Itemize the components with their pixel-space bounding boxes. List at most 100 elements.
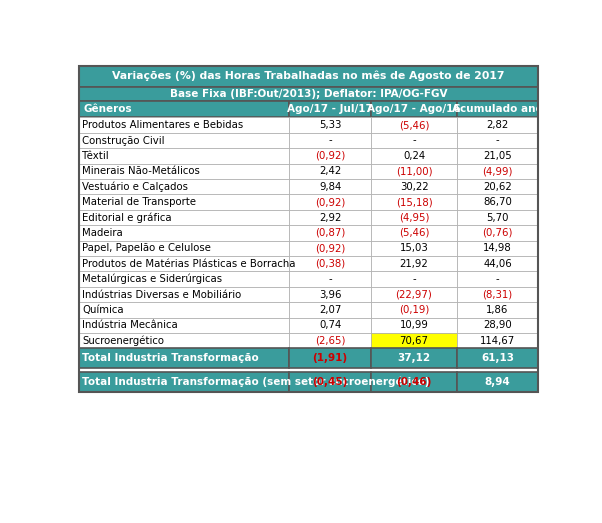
Bar: [371, 317, 457, 333]
Bar: [79, 101, 289, 118]
Text: Total Industria Transformação (sem setor sucroenergético): Total Industria Transformação (sem setor…: [82, 376, 430, 387]
Text: 1,86: 1,86: [486, 305, 509, 315]
Bar: [371, 179, 457, 195]
Text: 28,90: 28,90: [483, 320, 512, 331]
Text: (5,46): (5,46): [399, 228, 429, 238]
Text: Variações (%) das Horas Trabalhadas no mês de Agosto de 2017: Variações (%) das Horas Trabalhadas no m…: [113, 71, 504, 82]
Text: 114,67: 114,67: [480, 336, 515, 346]
Text: 2,92: 2,92: [319, 212, 341, 222]
Bar: [289, 118, 371, 133]
Text: (0,45): (0,45): [312, 377, 348, 386]
Text: 2,42: 2,42: [319, 166, 341, 176]
Text: (5,46): (5,46): [399, 120, 429, 130]
Bar: [79, 241, 289, 256]
Text: 2,82: 2,82: [486, 120, 509, 130]
Text: 21,05: 21,05: [483, 151, 512, 161]
Bar: [371, 241, 457, 256]
Bar: [79, 148, 289, 164]
Bar: [457, 118, 538, 133]
Text: (0,92): (0,92): [315, 197, 346, 207]
Text: 2,07: 2,07: [319, 305, 341, 315]
Bar: [79, 317, 289, 333]
Bar: [457, 371, 538, 392]
Text: Construção Civil: Construção Civil: [82, 135, 165, 145]
Text: 0,74: 0,74: [319, 320, 341, 331]
Text: Ago/17 - Ago/16: Ago/17 - Ago/16: [367, 105, 461, 115]
Text: 44,06: 44,06: [483, 259, 512, 269]
Text: Ago/17 - Jul/17: Ago/17 - Jul/17: [287, 105, 373, 115]
Text: (0,87): (0,87): [315, 228, 346, 238]
Bar: [289, 133, 371, 148]
Text: 9,84: 9,84: [319, 181, 341, 192]
Text: (0,38): (0,38): [315, 259, 345, 269]
Bar: [289, 333, 371, 348]
Text: Indústrias Diversas e Mobiliário: Indústrias Diversas e Mobiliário: [82, 290, 241, 300]
Text: Madeira: Madeira: [82, 228, 123, 238]
Text: Total Industria Transformação: Total Industria Transformação: [82, 354, 259, 363]
Bar: [79, 225, 289, 241]
Text: Papel, Papelão e Celulose: Papel, Papelão e Celulose: [82, 243, 211, 253]
Bar: [79, 164, 289, 179]
Text: 20,62: 20,62: [483, 181, 512, 192]
Text: Indústria Mecânica: Indústria Mecânica: [82, 320, 178, 331]
Text: Minerais Não-Metálicos: Minerais Não-Metálicos: [82, 166, 200, 176]
Text: -: -: [328, 274, 332, 284]
Text: (4,95): (4,95): [399, 212, 429, 222]
Bar: [79, 133, 289, 148]
Text: 15,03: 15,03: [400, 243, 429, 253]
Bar: [457, 271, 538, 287]
Text: (0,46): (0,46): [396, 377, 432, 386]
Text: (0,92): (0,92): [315, 151, 346, 161]
Bar: [457, 287, 538, 302]
Bar: [79, 256, 289, 271]
Text: Química: Química: [82, 305, 124, 315]
Bar: [371, 287, 457, 302]
Bar: [79, 87, 538, 101]
Bar: [457, 148, 538, 164]
Bar: [289, 179, 371, 195]
Bar: [289, 241, 371, 256]
Text: Sucroenergético: Sucroenergético: [82, 335, 164, 346]
Bar: [371, 133, 457, 148]
Text: (4,99): (4,99): [482, 166, 513, 176]
Text: 10,99: 10,99: [400, 320, 429, 331]
Text: (0,19): (0,19): [399, 305, 429, 315]
Bar: [457, 333, 538, 348]
Text: 0,24: 0,24: [403, 151, 425, 161]
Bar: [371, 101, 457, 118]
Text: -: -: [328, 135, 332, 145]
Bar: [289, 287, 371, 302]
Bar: [289, 148, 371, 164]
Text: 30,22: 30,22: [400, 181, 429, 192]
Bar: [371, 271, 457, 287]
Bar: [79, 66, 538, 392]
Bar: [457, 302, 538, 317]
Text: Gêneros: Gêneros: [83, 105, 132, 115]
Text: 5,33: 5,33: [319, 120, 341, 130]
Bar: [289, 225, 371, 241]
Bar: [371, 164, 457, 179]
Bar: [457, 317, 538, 333]
Text: Base Fixa (IBF:Out/2013); Deflator: IPA/OG-FGV: Base Fixa (IBF:Out/2013); Deflator: IPA/…: [170, 89, 447, 99]
Bar: [289, 164, 371, 179]
Bar: [289, 317, 371, 333]
Bar: [371, 195, 457, 210]
Bar: [371, 302, 457, 317]
Bar: [79, 210, 289, 225]
Text: 61,13: 61,13: [481, 354, 514, 363]
Text: (15,18): (15,18): [396, 197, 432, 207]
Bar: [79, 333, 289, 348]
Bar: [371, 333, 457, 348]
Bar: [457, 179, 538, 195]
Text: Acumulado ano: Acumulado ano: [452, 105, 543, 115]
Text: (8,31): (8,31): [482, 290, 513, 300]
Bar: [457, 210, 538, 225]
Text: (11,00): (11,00): [396, 166, 432, 176]
Text: 5,70: 5,70: [486, 212, 509, 222]
Bar: [79, 271, 289, 287]
Bar: [371, 148, 457, 164]
Text: Editorial e gráfica: Editorial e gráfica: [82, 212, 172, 223]
Bar: [371, 371, 457, 392]
Bar: [289, 256, 371, 271]
Bar: [79, 371, 289, 392]
